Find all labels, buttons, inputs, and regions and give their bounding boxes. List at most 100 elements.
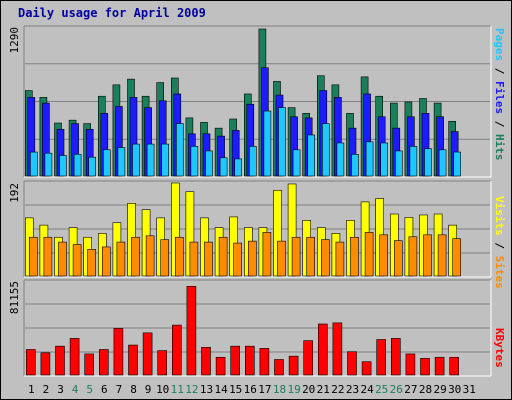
x-tick-label: 27 <box>404 383 417 396</box>
bar-sites-16 <box>248 240 257 277</box>
x-tick-label: 22 <box>331 383 344 396</box>
bar-kbytes-15 <box>230 345 240 376</box>
bar-pages-18 <box>278 107 286 177</box>
bar-pages-28 <box>424 148 432 177</box>
bar-pages-19 <box>292 149 301 177</box>
bar-kbytes-28 <box>420 358 430 376</box>
bar-sites-20 <box>306 236 316 277</box>
bar-pages-25 <box>380 142 389 177</box>
bar-sites-9 <box>145 235 155 277</box>
bar-kbytes-24 <box>361 361 372 376</box>
x-tick-label: 20 <box>302 383 315 396</box>
bar-sites-14 <box>218 236 228 277</box>
bar-pages-9 <box>146 143 155 177</box>
y-max-label-kbytes: 81155 <box>8 281 21 314</box>
x-tick-label: 13 <box>200 383 213 396</box>
bar-pages-16 <box>249 146 257 177</box>
x-tick-label: 12 <box>185 383 198 396</box>
bar-kbytes-3 <box>55 345 65 376</box>
x-tick-label: 15 <box>229 383 242 396</box>
bar-kbytes-12 <box>186 285 197 376</box>
bar-sites-22 <box>335 241 345 277</box>
x-tick-label: 7 <box>116 383 123 396</box>
bar-pages-27 <box>409 146 418 177</box>
x-tick-label: 10 <box>156 383 169 396</box>
x-tick-label: 23 <box>346 383 359 396</box>
x-tick-label: 17 <box>258 383 271 396</box>
bar-kbytes-22 <box>332 322 343 376</box>
x-tick-label: 26 <box>390 383 403 396</box>
bar-pages-22 <box>336 142 345 177</box>
bar-sites-8 <box>131 236 140 277</box>
bar-kbytes-16 <box>245 345 255 376</box>
bar-sites-1 <box>28 236 38 277</box>
bar-pages-13 <box>205 150 213 177</box>
bar-kbytes-30 <box>449 356 460 376</box>
bar-pages-29 <box>438 149 447 177</box>
bar-kbytes-8 <box>128 344 138 376</box>
bar-kbytes-27 <box>405 353 416 376</box>
bar-kbytes-19 <box>288 355 299 376</box>
bar-sites-12 <box>189 241 199 277</box>
x-tick-label: 19 <box>287 383 300 396</box>
bar-pages-6 <box>103 149 111 177</box>
bar-sites-4 <box>72 244 82 277</box>
bar-sites-6 <box>102 246 111 277</box>
bar-pages-17 <box>263 110 272 177</box>
bar-pages-30 <box>453 151 462 177</box>
bar-sites-11 <box>175 236 184 277</box>
bar-sites-24 <box>364 232 374 277</box>
x-tick-label: 11 <box>171 383 184 396</box>
x-tick-label: 14 <box>214 383 228 396</box>
bar-pages-1 <box>29 151 38 177</box>
bar-kbytes-13 <box>201 346 211 376</box>
bar-pages-11 <box>176 123 184 177</box>
x-tick-label: 2 <box>43 383 50 396</box>
bar-pages-7 <box>117 147 126 177</box>
x-tick-label: 16 <box>244 383 257 396</box>
x-tick-label: 31 <box>463 383 476 396</box>
bar-pages-5 <box>88 156 96 177</box>
legend-hits-files-pages: Pages / Files / Hits <box>493 28 506 161</box>
bar-pages-14 <box>219 157 228 177</box>
x-tick-label: 3 <box>57 383 64 396</box>
x-tick-label: 30 <box>448 383 461 396</box>
bar-sites-7 <box>116 241 126 277</box>
bar-pages-2 <box>44 152 53 177</box>
bar-sites-5 <box>87 249 96 277</box>
bar-sites-3 <box>58 241 67 277</box>
bar-sites-18 <box>277 240 286 277</box>
bar-sites-26 <box>393 240 403 277</box>
bar-kbytes-18 <box>274 359 284 376</box>
bar-sites-17 <box>262 232 272 277</box>
bar-sites-13 <box>204 241 213 277</box>
bar-sites-29 <box>437 234 447 277</box>
bar-kbytes-2 <box>40 352 51 376</box>
bar-pages-15 <box>234 158 242 177</box>
y-max-label-visits: 192 <box>8 183 21 203</box>
bar-kbytes-6 <box>99 349 109 376</box>
legend-sites-visits: Visits / Sites <box>493 196 506 289</box>
x-tick-label: 8 <box>130 383 137 396</box>
bar-kbytes-23 <box>347 351 357 376</box>
bar-sites-19 <box>291 236 301 277</box>
bar-kbytes-20 <box>303 340 314 376</box>
chart-title: Daily usage for April 2009 <box>18 6 206 20</box>
bar-kbytes-9 <box>142 332 153 376</box>
x-tick-label: 29 <box>433 383 446 396</box>
x-tick-label: 24 <box>360 383 374 396</box>
legend-kbytes: KBytes <box>493 328 506 368</box>
bar-pages-10 <box>161 143 169 177</box>
bar-kbytes-5 <box>84 353 94 376</box>
bar-kbytes-11 <box>172 324 182 376</box>
bar-sites-27 <box>408 236 418 277</box>
bar-sites-23 <box>350 236 359 277</box>
bar-sites-15 <box>233 242 242 277</box>
bar-pages-21 <box>321 123 330 177</box>
x-tick-label: 18 <box>273 383 286 396</box>
bar-pages-12 <box>190 146 199 177</box>
bar-pages-23 <box>351 154 359 177</box>
x-tick-label: 25 <box>375 383 388 396</box>
